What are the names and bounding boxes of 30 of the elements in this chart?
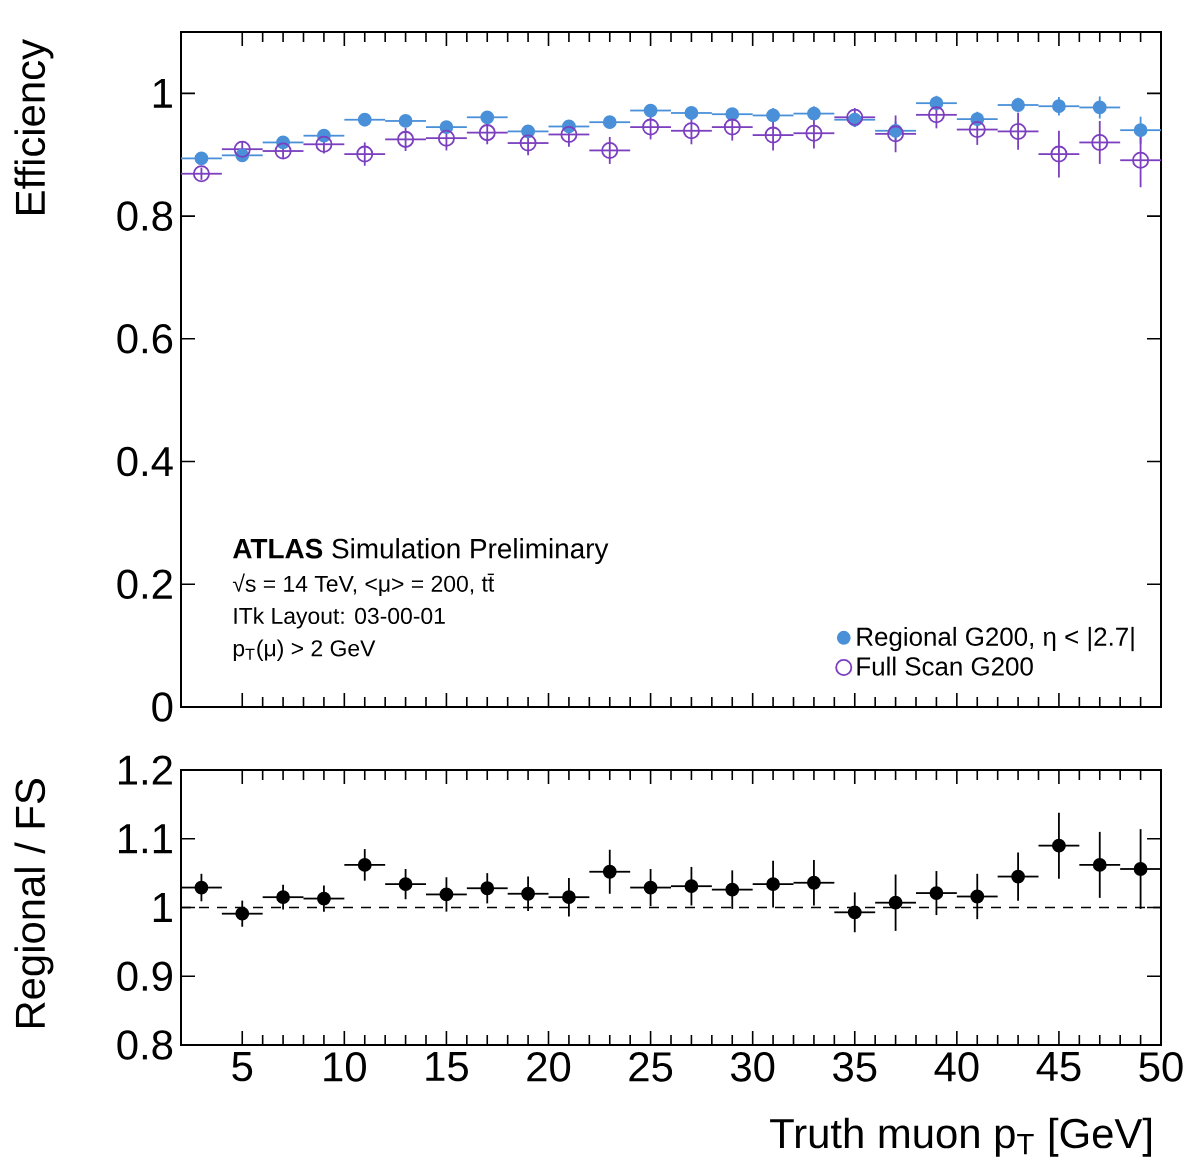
x-tick-label: 40 (934, 1052, 979, 1082)
y-tick-label: 0.2 (117, 569, 172, 600)
legend-label: Regional G200, η < |2.7| (857, 626, 1134, 652)
y-tick-label: 0.6 (117, 323, 173, 354)
y-tick-label: 1 (153, 893, 172, 922)
annotation: p$_{T}$(μ) > 2 GeV (233, 639, 376, 661)
y-tick-label: 0.4 (117, 446, 173, 477)
y-tick-label: 1.2 (118, 755, 172, 785)
y-tick-label: 1 (153, 78, 172, 108)
legend-label: Full Scan G200 (857, 656, 1033, 676)
y-axis-title: Regional / FS (14, 779, 54, 1028)
y-tick-label: 0 (152, 692, 173, 722)
x-axis-title: Truth muon p$_{T}$ [GeV] (770, 1117, 1151, 1157)
y-tick-label: 0.8 (117, 201, 173, 231)
x-tick-label: 15 (426, 1052, 468, 1082)
x-tick-label: 35 (833, 1052, 877, 1082)
x-tick-label: 10 (324, 1052, 366, 1082)
x-tick-label: 50 (1139, 1052, 1183, 1082)
annotation: ATLAS Simulation Preliminary (233, 538, 609, 565)
x-tick-label: 45 (1036, 1052, 1081, 1082)
y-tick-label: 0.8 (117, 1030, 173, 1060)
x-tick-label: 20 (527, 1052, 571, 1082)
y-tick-label: 1.1 (118, 824, 172, 854)
y-tick-label: 0.9 (117, 961, 172, 992)
y-axis-title: Efficiency (14, 39, 54, 214)
x-tick-label: 25 (629, 1052, 673, 1082)
x-tick-label: 5 (232, 1052, 253, 1082)
annotation: ITk Layout: 03-00-01 (234, 607, 445, 629)
annotation: √s = 14 TeV, <μ> = 200, tt̄ (232, 573, 495, 597)
x-tick-label: 30 (730, 1052, 775, 1082)
